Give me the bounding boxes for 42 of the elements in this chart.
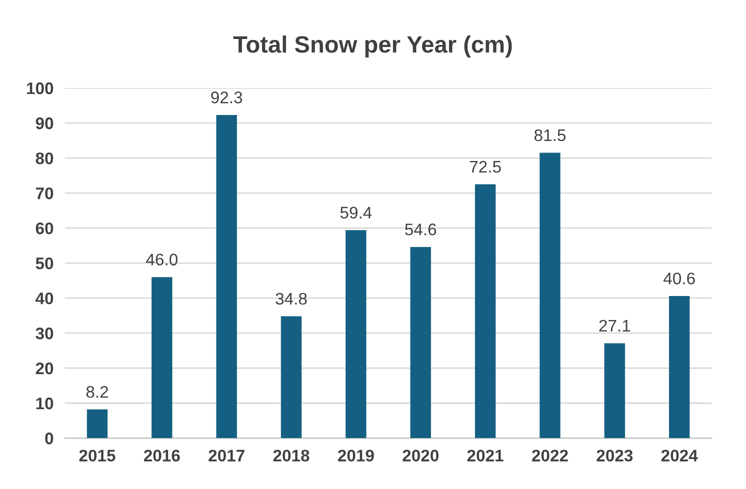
x-tick-label: 2023 bbox=[596, 450, 633, 462]
y-tick-label: 70 bbox=[36, 187, 54, 200]
y-tick-label: 10 bbox=[36, 398, 54, 410]
bar bbox=[410, 246, 431, 438]
y-tick-label: 60 bbox=[36, 222, 54, 234]
x-tick-label: 2017 bbox=[208, 450, 244, 462]
y-tick-label: 80 bbox=[36, 152, 54, 164]
data-label: 46.0 bbox=[146, 254, 178, 266]
y-tick-label: 50 bbox=[36, 257, 54, 270]
bar bbox=[216, 114, 237, 438]
y-tick-label: 20 bbox=[36, 362, 54, 374]
bar bbox=[280, 316, 302, 438]
y-tick-label: 30 bbox=[36, 328, 54, 340]
data-label: 92.3 bbox=[211, 92, 242, 104]
bar bbox=[152, 277, 172, 438]
data-label: 34.8 bbox=[276, 292, 307, 305]
chart-title: Total Snow per Year (cm) bbox=[233, 35, 512, 58]
data-label: 72.5 bbox=[470, 160, 501, 173]
bar bbox=[474, 184, 496, 438]
data-label: 8.2 bbox=[86, 386, 108, 398]
data-label: 54.6 bbox=[405, 224, 436, 236]
bar bbox=[86, 409, 108, 438]
data-label: 27.1 bbox=[599, 320, 630, 332]
x-tick-label: 2020 bbox=[402, 450, 438, 462]
data-label: 40.6 bbox=[664, 272, 695, 284]
x-tick-label: 2022 bbox=[532, 450, 568, 462]
bar bbox=[346, 230, 366, 438]
y-tick-label: 40 bbox=[36, 292, 54, 304]
x-tick-label: 2015 bbox=[79, 450, 116, 462]
x-tick-label: 2018 bbox=[273, 450, 310, 462]
bar bbox=[604, 343, 626, 438]
x-tick-label: 2024 bbox=[661, 450, 698, 462]
y-tick-label: 90 bbox=[36, 117, 54, 130]
data-label: 81.5 bbox=[534, 129, 566, 142]
y-tick-label: 0 bbox=[45, 432, 54, 444]
x-tick-label: 2021 bbox=[467, 450, 504, 462]
bar bbox=[540, 152, 560, 438]
bar bbox=[668, 296, 690, 438]
x-tick-label: 2019 bbox=[338, 450, 374, 462]
data-label: 59.4 bbox=[340, 206, 372, 219]
y-tick-label: 100 bbox=[27, 82, 54, 94]
x-tick-label: 2016 bbox=[144, 450, 180, 462]
